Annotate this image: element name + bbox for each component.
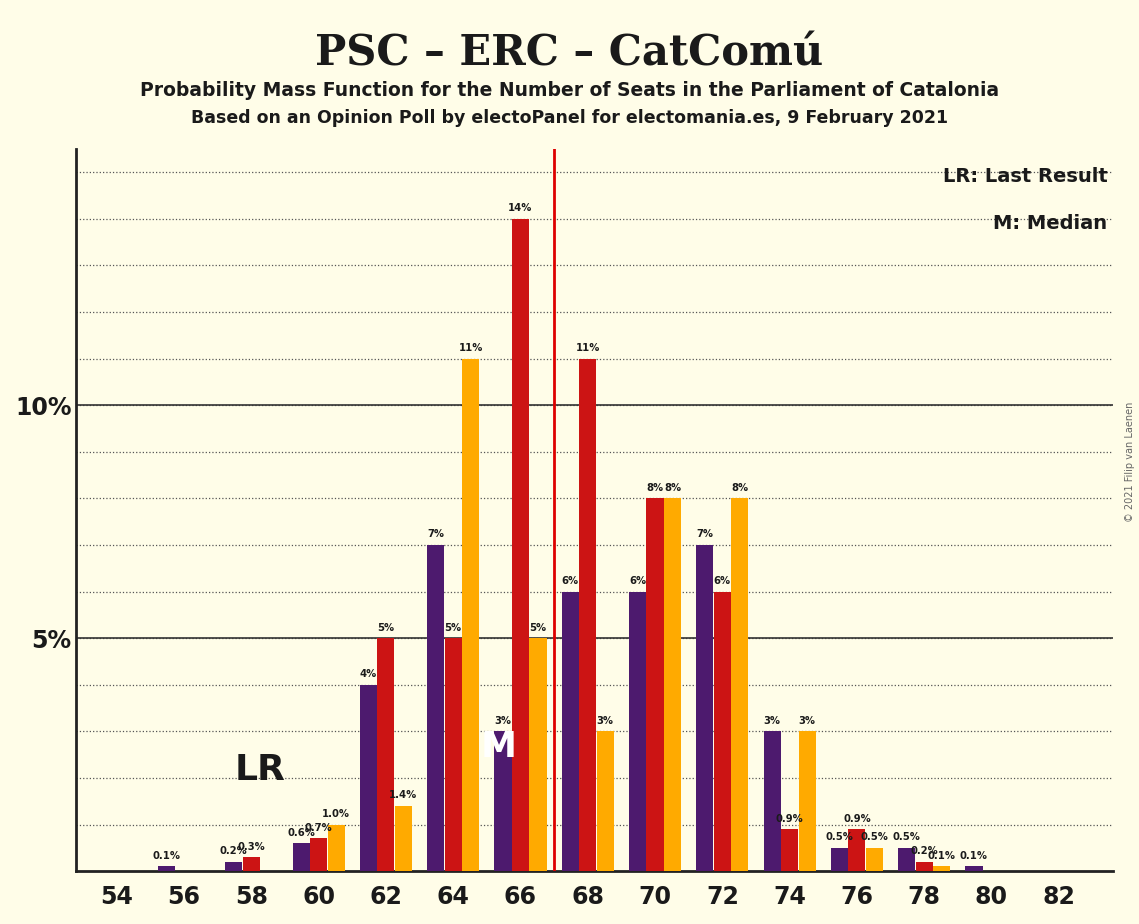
Text: 6%: 6% (562, 576, 579, 586)
Text: 3%: 3% (597, 716, 614, 725)
Bar (830, 848, 849, 871)
Text: 5%: 5% (530, 623, 547, 633)
Text: 0.1%: 0.1% (927, 851, 956, 861)
Text: 0.1%: 0.1% (960, 851, 988, 861)
Bar (781, 829, 798, 871)
Text: 6%: 6% (714, 576, 731, 586)
Text: 3%: 3% (798, 716, 816, 725)
Text: 1.4%: 1.4% (390, 790, 418, 800)
Bar (360, 685, 377, 871)
Text: 0.2%: 0.2% (220, 846, 247, 857)
Text: 0.3%: 0.3% (237, 842, 265, 852)
Bar (763, 731, 780, 871)
Text: © 2021 Filip van Laenen: © 2021 Filip van Laenen (1125, 402, 1134, 522)
Bar (310, 838, 327, 871)
Bar (798, 731, 816, 871)
Text: 8%: 8% (664, 483, 681, 492)
Bar (511, 219, 528, 871)
Text: 0.9%: 0.9% (776, 814, 803, 823)
Bar (966, 867, 983, 871)
Text: 0.5%: 0.5% (826, 833, 853, 842)
Text: PSC – ERC – CatComú: PSC – ERC – CatComú (316, 32, 823, 74)
Bar (243, 857, 260, 871)
Bar (530, 638, 547, 871)
Text: 0.7%: 0.7% (305, 823, 333, 833)
Text: 0.5%: 0.5% (860, 833, 888, 842)
Text: 6%: 6% (629, 576, 646, 586)
Bar (647, 498, 664, 871)
Text: 5%: 5% (444, 623, 461, 633)
Bar (158, 867, 175, 871)
Text: 11%: 11% (459, 343, 483, 353)
Bar (427, 545, 444, 871)
Bar (866, 848, 883, 871)
Text: 8%: 8% (731, 483, 748, 492)
Bar (377, 638, 394, 871)
Bar (916, 862, 933, 871)
Text: 4%: 4% (360, 669, 377, 679)
Bar (629, 591, 646, 871)
Bar (714, 591, 731, 871)
Text: 7%: 7% (427, 529, 444, 540)
Bar (696, 545, 713, 871)
Bar (899, 848, 916, 871)
Text: 7%: 7% (696, 529, 713, 540)
Text: 1.0%: 1.0% (322, 808, 350, 819)
Bar (494, 731, 511, 871)
Text: 0.5%: 0.5% (893, 833, 920, 842)
Text: 0.6%: 0.6% (287, 828, 316, 837)
Text: 0.9%: 0.9% (843, 814, 871, 823)
Bar (293, 844, 310, 871)
Bar (731, 498, 748, 871)
Text: LR: Last Result: LR: Last Result (943, 167, 1107, 186)
Text: 11%: 11% (575, 343, 600, 353)
Text: 0.2%: 0.2% (910, 846, 939, 857)
Text: LR: LR (235, 753, 286, 787)
Bar (562, 591, 579, 871)
Bar (395, 806, 412, 871)
Bar (328, 824, 345, 871)
Bar (580, 359, 597, 871)
Bar (933, 867, 950, 871)
Text: 14%: 14% (508, 203, 533, 213)
Text: M: Median: M: Median (993, 214, 1107, 233)
Bar (664, 498, 681, 871)
Text: 3%: 3% (494, 716, 511, 725)
Text: 5%: 5% (377, 623, 394, 633)
Text: 0.1%: 0.1% (153, 851, 180, 861)
Bar (849, 829, 866, 871)
Text: Probability Mass Function for the Number of Seats in the Parliament of Catalonia: Probability Mass Function for the Number… (140, 81, 999, 101)
Bar (444, 638, 461, 871)
Text: Based on an Opinion Poll by electoPanel for electomania.es, 9 February 2021: Based on an Opinion Poll by electoPanel … (191, 109, 948, 127)
Bar (597, 731, 614, 871)
Bar (226, 862, 243, 871)
Text: 8%: 8% (647, 483, 664, 492)
Text: M: M (481, 730, 517, 764)
Text: 3%: 3% (763, 716, 780, 725)
Bar (462, 359, 480, 871)
